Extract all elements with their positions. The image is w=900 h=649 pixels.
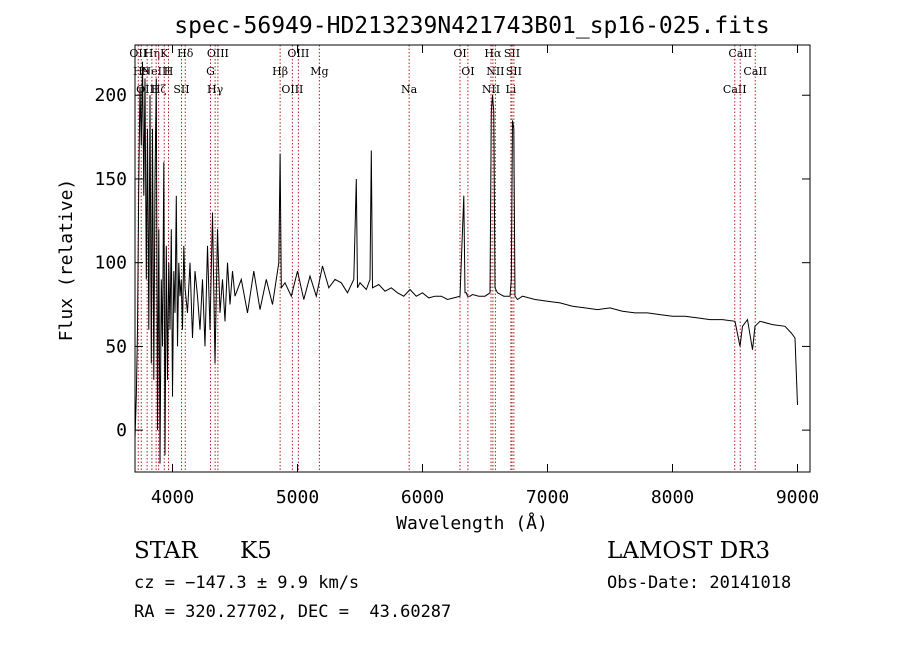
line-marker-label: Hδ (177, 47, 194, 60)
chart-title: spec-56949-HD213239N421743B01_sp16-025.f… (174, 13, 769, 39)
x-tick-label: 8000 (651, 487, 694, 508)
y-tick-label: 100 (94, 253, 127, 274)
y-tick-label: 0 (116, 420, 127, 441)
line-marker-label: OIII (287, 47, 309, 60)
line-marker-label: SII (173, 83, 189, 96)
x-tick-label: 7000 (526, 487, 569, 508)
line-marker-label: OIII (207, 47, 229, 60)
x-axis-ticks: 4000 5000 6000 7000 8000 9000 (151, 45, 819, 508)
line-marker-label: G (206, 65, 215, 78)
y-axis-label: Flux (relative) (56, 179, 77, 342)
x-tick-label: 5000 (276, 487, 319, 508)
line-marker-label: Hγ (207, 83, 224, 96)
x-tick-label: 6000 (401, 487, 444, 508)
coordinates-readout: RA = 320.27702, DEC = 43.60287 (134, 602, 452, 622)
line-marker-label: Li (505, 83, 516, 96)
line-marker-label: Hα (484, 47, 502, 60)
line-marker-label: Hβ (272, 65, 288, 78)
line-marker-label: CaII (743, 65, 767, 78)
redshift-readout: cz = −147.3 ± 9.9 km/s (134, 573, 360, 593)
line-marker-label: K (160, 47, 169, 60)
spectrum-series (134, 61, 798, 464)
line-marker-label: OI (461, 65, 474, 78)
line-marker-label: NII (482, 83, 500, 96)
spectrum-line (134, 61, 798, 464)
line-marker-label: CaII (723, 83, 747, 96)
line-marker-label: NeIII (142, 65, 171, 78)
observation-date: Obs-Date: 20141018 (607, 573, 792, 593)
line-marker-label: OII (129, 47, 147, 60)
line-marker-label: SII (506, 65, 522, 78)
plot-frame (134, 44, 811, 473)
line-marker-label: H9 (133, 65, 150, 78)
x-axis-label: Wavelength (Å) (396, 512, 548, 534)
survey-name: LAMOST DR3 (607, 538, 771, 564)
line-marker-label: CaII (728, 47, 752, 60)
line-marker-label: NII (486, 65, 504, 78)
x-tick-label: 4000 (151, 487, 194, 508)
y-axis-ticks: 0 50 100 150 200 (94, 85, 810, 441)
y-tick-label: 200 (94, 85, 127, 106)
line-marker-label: OI (453, 47, 466, 60)
line-marker-label: OIII (281, 83, 303, 96)
y-tick-label: 50 (105, 336, 127, 357)
line-marker-label: Hη (144, 47, 160, 60)
line-marker-label: Hζ (151, 83, 167, 96)
y-tick-label: 150 (94, 169, 127, 190)
spectral-line-markers: OII H9 OIII Hη NeIII Hζ KH SII Hδ G Hγ OIII Hβ OIII OI… (129, 45, 767, 472)
line-marker-label: Mg (310, 65, 328, 78)
line-marker-label: Na (401, 83, 418, 96)
object-class: STAR (134, 538, 198, 564)
x-tick-label: 9000 (776, 487, 819, 508)
line-marker-label: H (164, 65, 174, 78)
line-marker-label: SII (504, 47, 520, 60)
object-subclass: K5 (240, 538, 272, 564)
